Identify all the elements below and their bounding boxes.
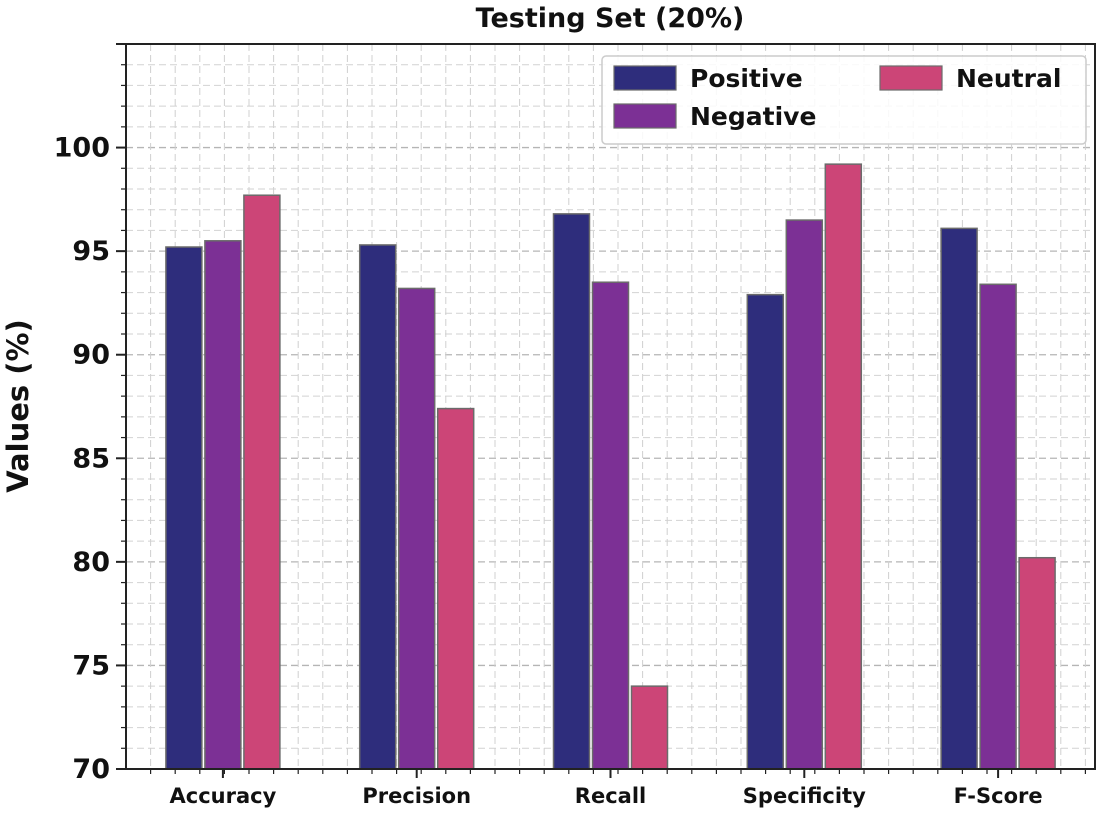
bar-negative-f-score <box>979 283 1017 770</box>
x-tick-label: Specificity <box>743 784 866 808</box>
bars <box>165 163 1056 770</box>
y-tick-label: 75 <box>72 650 110 681</box>
bar-neutral-recall <box>630 685 669 770</box>
legend-swatch-positive <box>613 65 677 91</box>
y-tick-label: 70 <box>72 754 110 785</box>
bar-neutral-f-score <box>1018 556 1056 770</box>
y-tick-label: 95 <box>72 236 110 267</box>
bar-positive-f-score <box>940 227 978 770</box>
legend: Positive Negative Neutral <box>601 55 1087 145</box>
y-tick-label: 80 <box>72 547 110 578</box>
legend-label-positive: Positive <box>690 64 803 93</box>
bar-positive-precision <box>358 244 397 770</box>
y-tick-label: 85 <box>72 443 110 474</box>
bar-positive-accuracy <box>165 246 203 770</box>
bar-negative-recall <box>591 281 630 770</box>
bar-positive-recall <box>552 213 591 770</box>
bar-negative-specificity <box>785 219 824 770</box>
legend-swatch-negative <box>613 103 677 129</box>
y-tick-label: 90 <box>72 340 110 371</box>
x-tick-label: F-Score <box>954 784 1043 808</box>
legend-frame <box>601 55 1087 145</box>
legend-label-neutral: Neutral <box>956 64 1061 93</box>
chart-title: Testing Set (20%) <box>476 3 745 34</box>
bar-neutral-specificity <box>824 163 863 770</box>
x-tick-label: Recall <box>575 784 646 808</box>
x-tick-label: Precision <box>362 784 471 808</box>
bar-neutral-precision <box>436 407 475 770</box>
bar-negative-accuracy <box>204 240 242 770</box>
bar-neutral-accuracy <box>243 194 281 770</box>
legend-label-negative: Negative <box>690 102 816 131</box>
axis-ticks: 70 75 80 85 90 95 100 Accuracy Precision Recall Sp… <box>54 43 1087 808</box>
y-axis-label: Values (%) <box>1 319 35 493</box>
x-tick-label: Accuracy <box>170 784 277 808</box>
bar-positive-specificity <box>746 293 785 770</box>
bar-negative-precision <box>397 287 436 770</box>
y-tick-label: 100 <box>54 133 110 164</box>
legend-swatch-neutral <box>879 65 943 91</box>
